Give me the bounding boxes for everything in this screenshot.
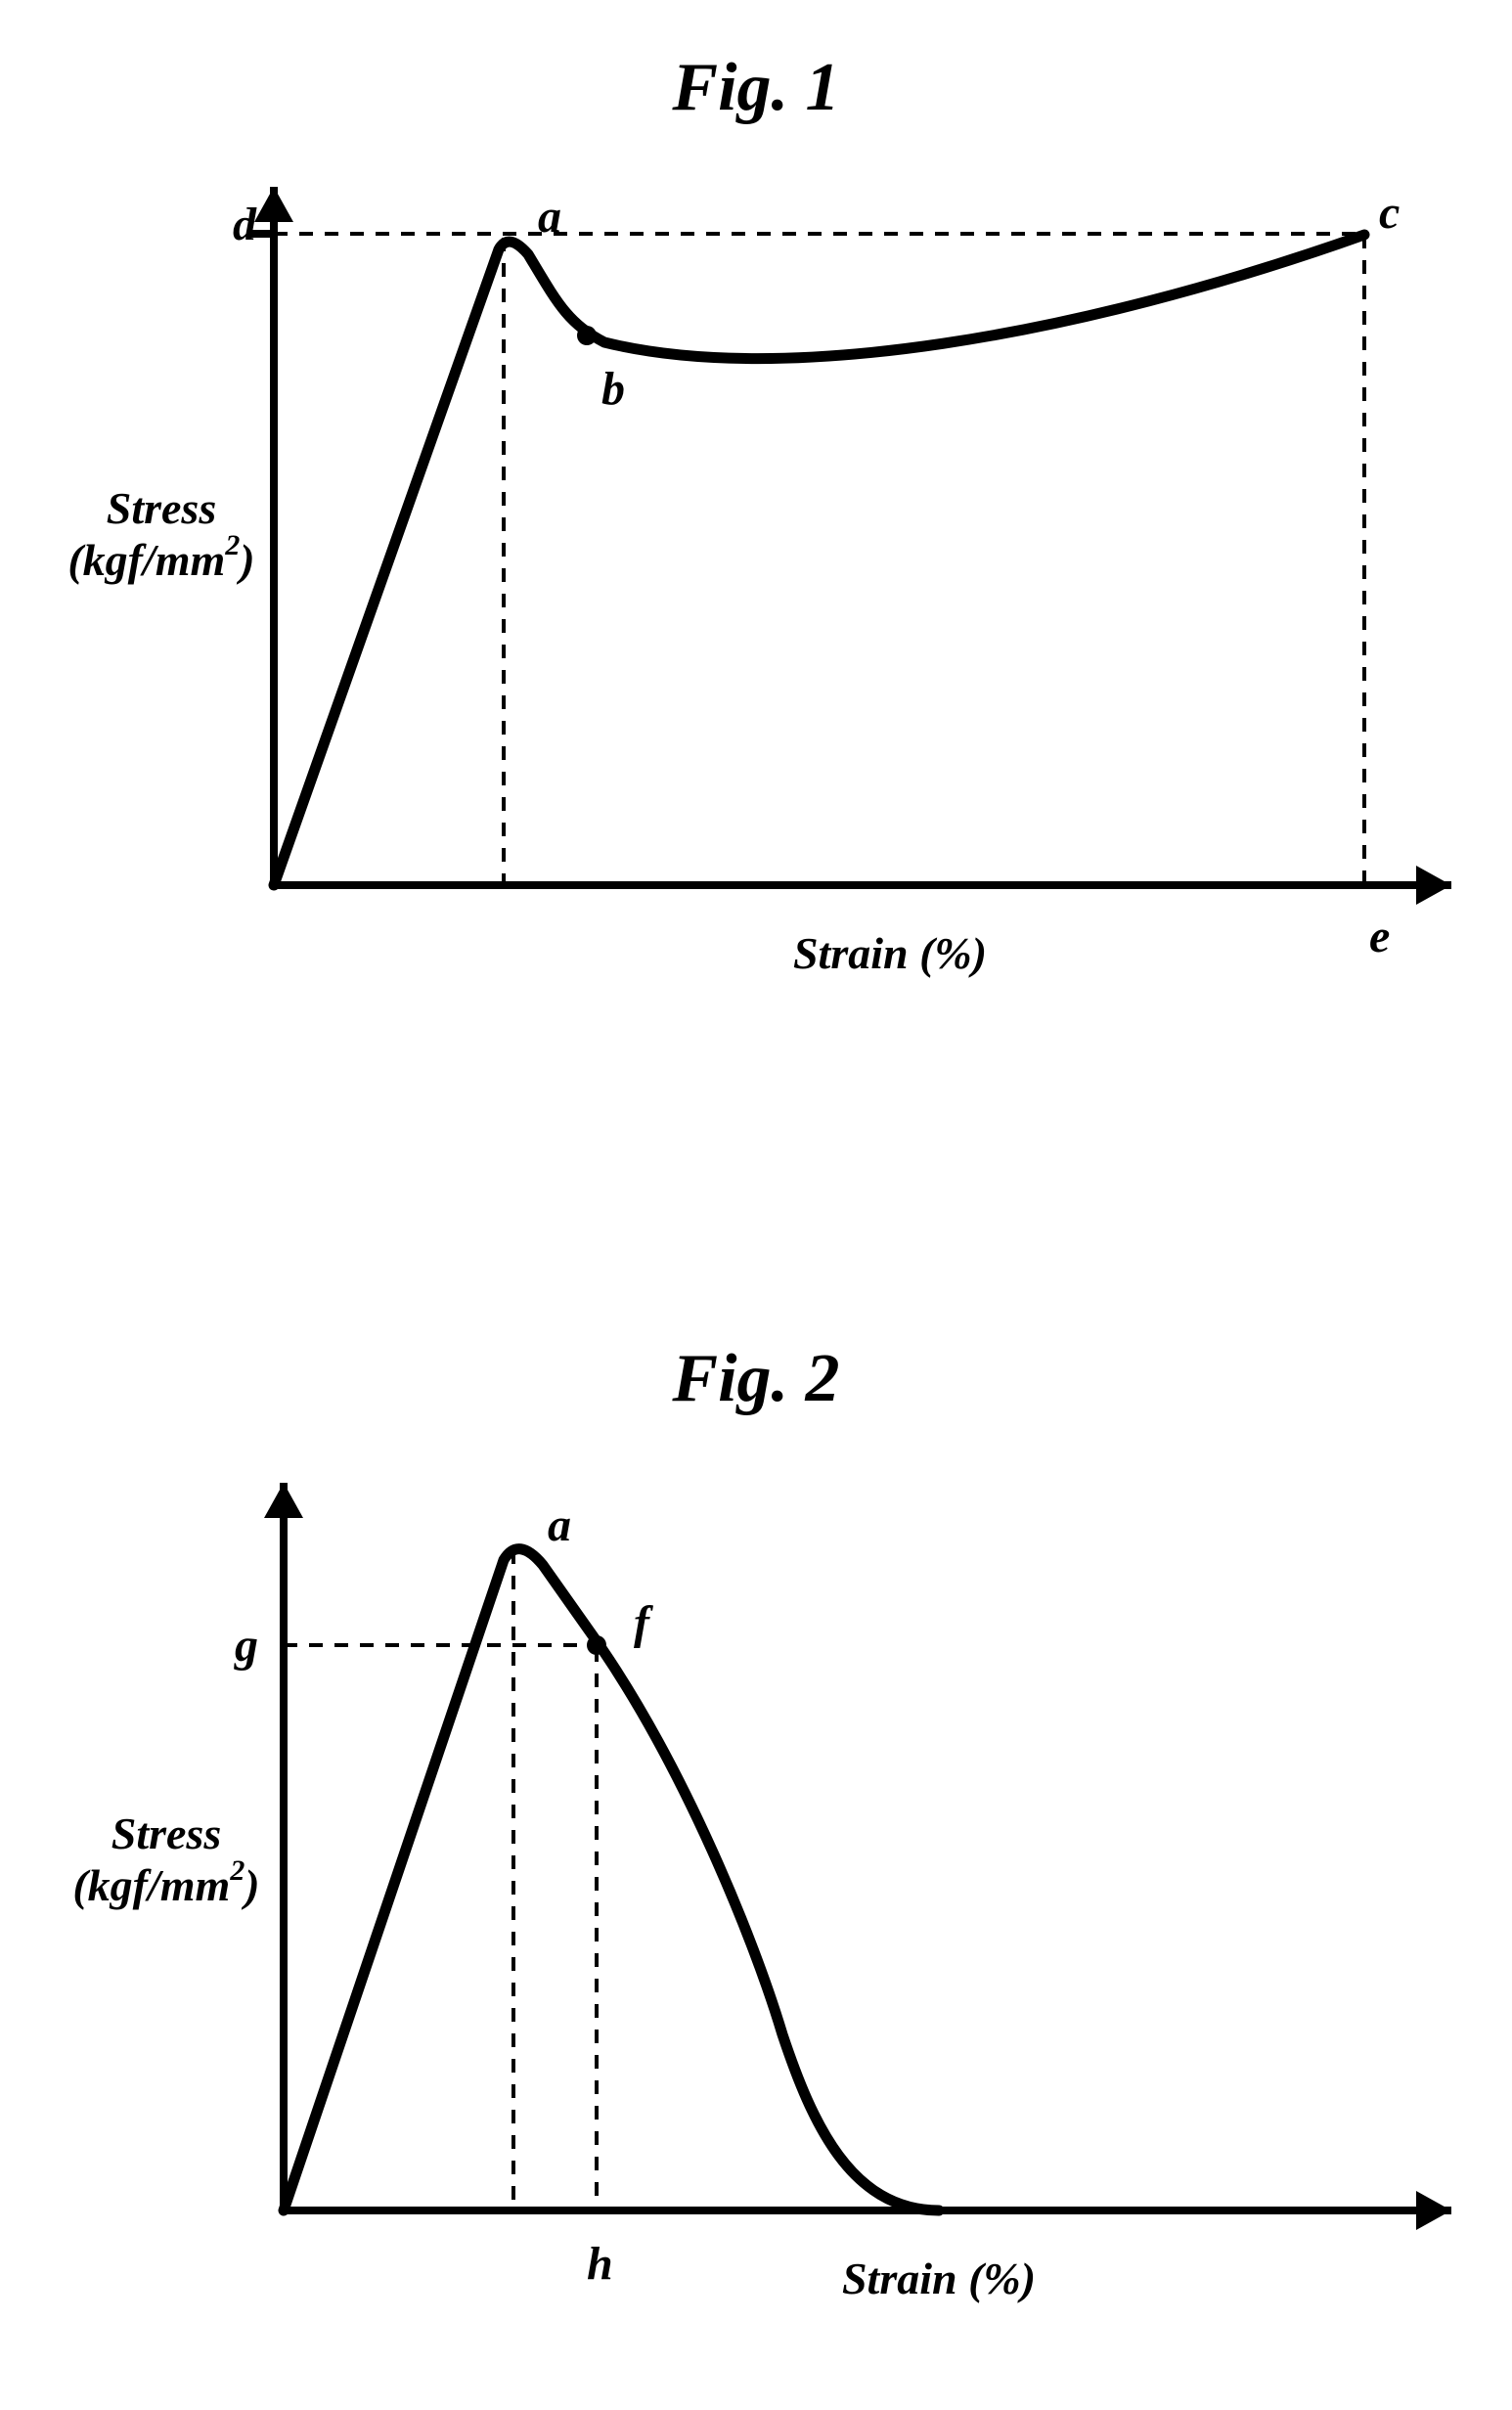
fig2-chart: a f g h Stress(kgf/mm2) Strain (%) (0, 1457, 1512, 2357)
svg-text:Stress(kgf/mm2): Stress(kgf/mm2) (72, 1808, 259, 1910)
fig2-title: Fig. 2 (0, 1340, 1512, 1418)
svg-text:Strain (%): Strain (%) (842, 2254, 1036, 2303)
fig2-title-text: Fig. 2 (672, 1341, 839, 1416)
svg-text:g: g (234, 1620, 258, 1672)
svg-text:Strain (%): Strain (%) (793, 928, 987, 978)
svg-text:h: h (587, 2238, 613, 2290)
svg-text:a: a (548, 1499, 571, 1551)
svg-text:Stress(kgf/mm2): Stress(kgf/mm2) (67, 483, 254, 585)
svg-text:a: a (538, 191, 561, 243)
fig1-chart: a b c d e Stress(kgf/mm2) Strain (%) (0, 161, 1512, 1042)
svg-text:c: c (1379, 187, 1400, 239)
fig1-title: Fig. 1 (0, 49, 1512, 127)
svg-text:e: e (1369, 911, 1390, 962)
svg-text:f: f (634, 1597, 653, 1649)
svg-text:d: d (233, 199, 257, 250)
fig1-title-text: Fig. 1 (672, 50, 839, 125)
svg-text:b: b (601, 363, 625, 415)
